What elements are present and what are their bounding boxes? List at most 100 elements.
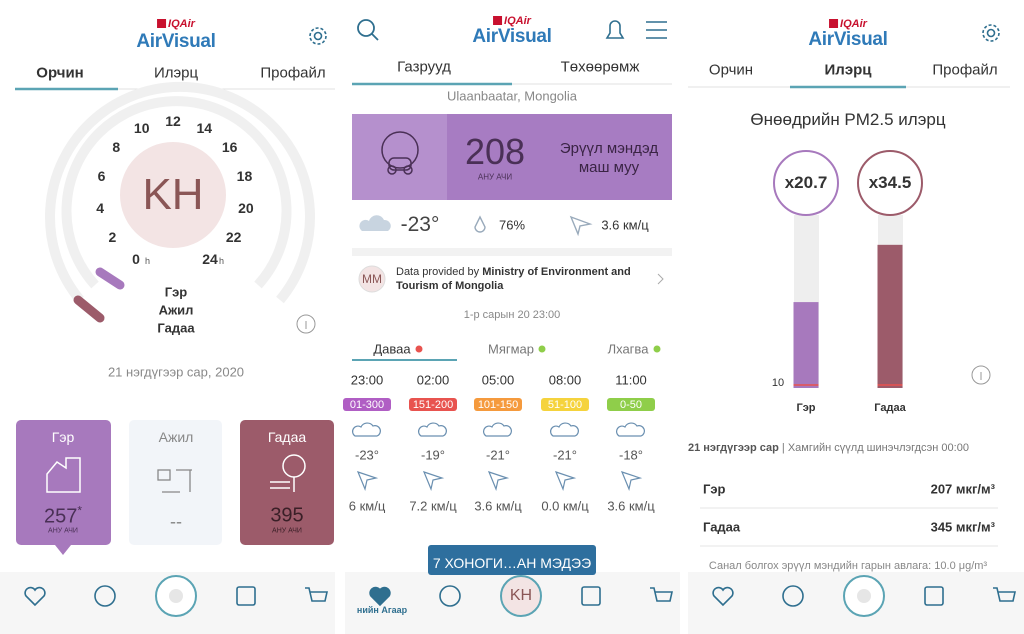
nav-label[interactable]: нийн Агаар (356, 605, 408, 615)
legend-item: Ажил (158, 302, 194, 318)
legend-item: Гадаа (157, 320, 195, 336)
date: 21 нэгдүгээр сар, 2020 (107, 364, 245, 380)
menu-icon[interactable] (646, 21, 667, 39)
hour-wind: 6 км/ц (348, 498, 386, 514)
ratio-label: x20.7 (784, 173, 828, 192)
nav-map[interactable] (782, 585, 804, 607)
separator (352, 248, 672, 256)
nav-news[interactable] (581, 586, 601, 606)
tab[interactable]: Орчин (708, 61, 754, 79)
bell-icon[interactable] (605, 20, 625, 39)
chevron[interactable] (657, 273, 664, 285)
tab[interactable]: Илэрц (824, 61, 872, 79)
row-value: 207 мкг/м³ (930, 481, 995, 497)
weather-icon (352, 422, 381, 437)
nav-news[interactable] (236, 586, 256, 606)
source-badge-text: MM (362, 272, 382, 286)
hour-label: 8 (112, 139, 121, 156)
aqi-pill (607, 398, 655, 411)
card-pointer (55, 545, 71, 555)
row-name: Гадаа (703, 519, 741, 535)
weather-icons (359, 215, 593, 237)
aqi-pill (474, 398, 522, 411)
ratio-badge (773, 150, 839, 216)
aqi-face-box (352, 114, 447, 200)
nav-center-label[interactable]: KH (509, 587, 533, 604)
hour-unit: h (145, 256, 151, 267)
hour-label: 16 (221, 139, 238, 156)
humidity: 76% (498, 217, 526, 233)
day-tab[interactable]: Даваа (373, 341, 411, 357)
brand-small-text: IQAir (504, 15, 531, 27)
hour-aqi: 51-100 (547, 399, 583, 411)
status-dot (653, 345, 661, 353)
card-value: 257* (44, 504, 82, 529)
card-unit: АНУ АЧИ (272, 527, 302, 535)
day-tab[interactable]: Лхагва (607, 341, 649, 357)
dial-segment (95, 267, 125, 290)
info-icon[interactable] (971, 365, 991, 385)
hour-aqi: 01-300 (349, 399, 385, 411)
hour-temp: -21° (486, 447, 510, 463)
tab[interactable]: Орчин (36, 64, 84, 82)
wind: 3.6 км/ц (601, 217, 649, 233)
settings-icon[interactable] (309, 27, 327, 45)
baseline-label: 10 (771, 377, 785, 389)
outdoor-icon (270, 454, 306, 492)
wind-icon (422, 471, 445, 491)
status-dot (415, 345, 423, 353)
hour-temp: -18° (619, 447, 643, 463)
card[interactable] (16, 420, 111, 545)
forecast-button-text[interactable]: 7 ХОНОГИ…АН МЭДЭЭ (432, 555, 592, 571)
hour-aqi: 101-150 (477, 399, 519, 411)
hour-label: 4 (96, 199, 105, 216)
hour-wind: 0.0 км/ц (541, 498, 589, 514)
tab[interactable]: Илэрц (153, 64, 199, 82)
dial-rings (45, 81, 315, 304)
brand: AirVisual (136, 31, 216, 52)
location: Ulaanbaatar, Mongolia (446, 88, 578, 104)
nav-map[interactable] (439, 585, 461, 607)
forecast-button[interactable] (428, 545, 596, 575)
weather-icon (616, 422, 645, 437)
temperature: -23° (400, 213, 440, 236)
nav-center-dot (857, 589, 871, 603)
info-icon[interactable] (296, 314, 316, 334)
row-name: Гэр (703, 481, 726, 497)
hour-label: 14 (196, 119, 213, 136)
wind-icon (620, 471, 643, 491)
source[interactable]: Data provided by Ministry of Environment… (396, 265, 656, 293)
nav-map[interactable] (94, 585, 116, 607)
hour-time: 05:00 (481, 372, 515, 388)
card[interactable] (129, 420, 222, 545)
tab[interactable]: Төхөөрөмж (560, 58, 640, 76)
dial-center-label: KH (142, 170, 204, 219)
nav-shop[interactable] (305, 587, 328, 602)
nav-shop[interactable] (650, 587, 673, 602)
aqi-pill (343, 398, 391, 411)
hour-label: 22 (225, 229, 242, 246)
hour-temp: -19° (421, 447, 445, 463)
status-dot (538, 345, 546, 353)
nav-favorites[interactable] (712, 586, 734, 607)
home-icon (46, 457, 81, 493)
tab[interactable]: Профайл (260, 64, 326, 82)
nav-center[interactable] (500, 575, 542, 617)
source-name: Ministry of Environment and Tourism of M… (396, 266, 631, 292)
aqi-pill (409, 398, 457, 411)
settings-icon[interactable] (982, 24, 1000, 42)
card-value: -- (170, 511, 182, 532)
footer: 21 нэгдүгээр сар | Хамгийн сүүлд шинэчлэ… (688, 442, 969, 454)
tab[interactable]: Газрууд (397, 58, 451, 76)
tab[interactable]: Профайл (932, 61, 998, 79)
nav-favorites[interactable] (369, 586, 391, 607)
search-icon[interactable] (357, 19, 379, 41)
flag (493, 16, 503, 25)
wind-icon (554, 471, 577, 491)
nav-favorites[interactable] (24, 586, 46, 607)
day-tab[interactable]: Мягмар (487, 341, 535, 357)
aqi-pill (541, 398, 589, 411)
nav-news[interactable] (924, 586, 944, 606)
nav-shop[interactable] (993, 587, 1016, 602)
